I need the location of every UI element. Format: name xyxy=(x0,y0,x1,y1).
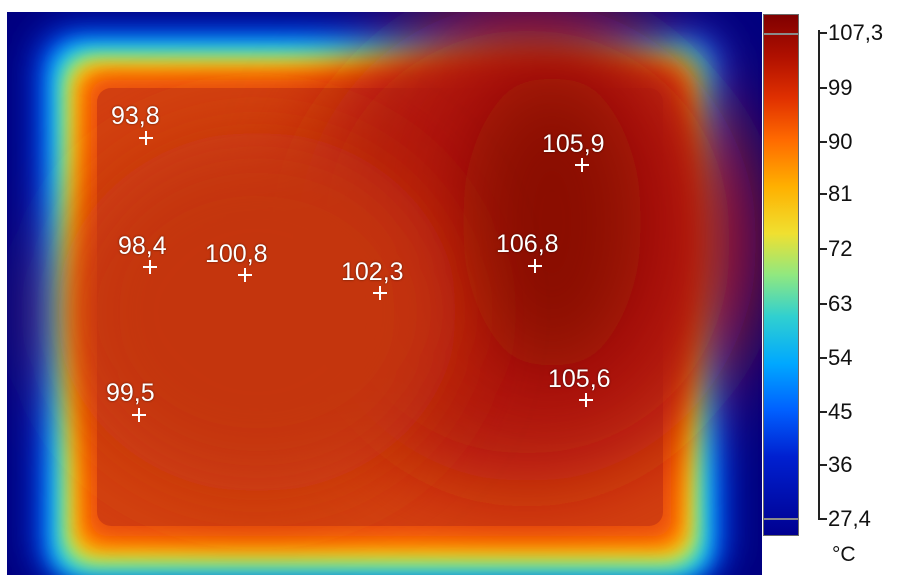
scale-tick-label: 54 xyxy=(828,345,853,370)
marker-crosshair xyxy=(143,260,157,274)
temperature-reading: 93,8 xyxy=(111,102,160,130)
scale-tick-label: 72 xyxy=(828,236,853,261)
marker-crosshair xyxy=(132,408,146,422)
thermal-image: 93,8 105,9 98,4 100,8 102,3 106,8 99,5 1… xyxy=(7,12,762,575)
scale-tick-label: 90 xyxy=(828,129,853,154)
temperature-reading: 105,9 xyxy=(542,130,605,158)
temperature-reading: 106,8 xyxy=(496,230,559,258)
scale-tick xyxy=(818,32,827,34)
marker-crosshair xyxy=(579,393,593,407)
marker-crosshair xyxy=(528,259,542,273)
scale-tick xyxy=(818,87,827,89)
scale-tick-label: 45 xyxy=(828,399,853,424)
scale-tick xyxy=(818,411,827,413)
marker-crosshair xyxy=(373,286,387,300)
scale-axis xyxy=(818,30,820,520)
scale-tick xyxy=(818,248,827,250)
scale-min-label: 27,4 xyxy=(828,506,871,531)
scale-tick-label: 63 xyxy=(828,291,853,316)
scale-tick xyxy=(818,193,827,195)
marker-crosshair xyxy=(575,158,589,172)
scale-tick xyxy=(818,518,827,520)
unit-label: °C xyxy=(832,543,856,566)
scale-tick-label: 99 xyxy=(828,75,853,100)
marker-crosshair xyxy=(139,131,153,145)
scale-max-label: 107,3 xyxy=(828,20,884,45)
temperature-reading: 102,3 xyxy=(341,258,404,286)
thermal-heatmap xyxy=(37,12,757,575)
temperature-reading: 99,5 xyxy=(106,379,155,407)
color-scale-bar xyxy=(763,14,799,536)
scale-tick-label: 36 xyxy=(828,452,853,477)
scale-tick xyxy=(818,303,827,305)
scale-min-mark xyxy=(764,518,798,520)
temperature-reading: 100,8 xyxy=(205,240,268,268)
scale-tick xyxy=(818,357,827,359)
scale-tick-label: 81 xyxy=(828,181,853,206)
scale-tick xyxy=(818,464,827,466)
marker-crosshair xyxy=(238,268,252,282)
temperature-reading: 98,4 xyxy=(118,232,167,260)
temperature-reading: 105,6 xyxy=(548,365,611,393)
scale-tick xyxy=(818,141,827,143)
scale-max-mark xyxy=(764,33,798,35)
